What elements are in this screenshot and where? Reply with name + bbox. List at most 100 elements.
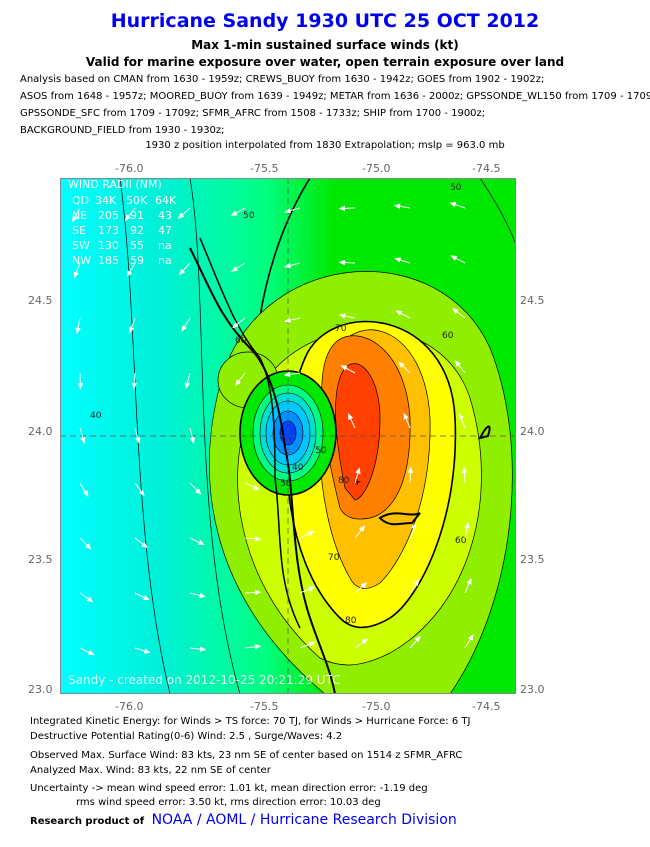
- watermark: Sandy - created on 2012-10-25 20:21:29 U…: [68, 673, 341, 687]
- lat-tick-left: 24.5: [28, 294, 53, 307]
- wind-arrow-head: [458, 412, 464, 420]
- wind-arrow-head: [143, 648, 151, 654]
- wind-arrow-head: [181, 325, 187, 332]
- contour-label: 40: [292, 463, 304, 473]
- wind-arrow-head: [450, 255, 458, 261]
- coastline-andros: [189, 247, 336, 694]
- wind-arrow-head: [284, 262, 291, 269]
- wind-radii-cell: NE: [72, 209, 87, 222]
- wind-radii-cell: 43: [158, 209, 172, 222]
- wind-arrow-head: [195, 488, 202, 495]
- lat-tick-left: 24.0: [28, 425, 53, 438]
- contour-40: [119, 178, 171, 694]
- analysis-line: GPSSONDE_SFC from 1709 - 1709z; SFMR_AFR…: [20, 108, 486, 119]
- wind-radii-cell: 55: [130, 239, 144, 252]
- wind-arrow-head: [464, 521, 470, 529]
- wind-radii-cell: 47: [158, 224, 172, 237]
- lat-tick-left: 23.0: [28, 683, 53, 696]
- hrd-link[interactable]: NOAA / AOML / Hurricane Research Divisio…: [151, 812, 457, 828]
- contour-label: 40: [90, 411, 102, 421]
- analysis-line: BACKGROUND_FIELD from 1930 - 1930z;: [20, 125, 225, 136]
- subtitle-units: Max 1-min sustained surface winds (kt): [191, 38, 459, 52]
- wind-radii-cell: 173: [98, 224, 119, 237]
- contour-label: 70: [335, 324, 347, 334]
- wind-arrow-head: [82, 490, 89, 498]
- lon-tick-top: -75.0: [362, 162, 391, 175]
- footer-prefix: Research product of: [30, 816, 145, 827]
- wind-radii-cell: SE: [72, 224, 86, 237]
- wind-radii-header: 34K: [95, 194, 117, 207]
- wind-arrow-head: [338, 259, 346, 266]
- wind-arrow-head: [338, 313, 346, 319]
- wind-arrow-head: [231, 266, 238, 272]
- wind-arrow-head: [178, 268, 186, 276]
- wind-field-map: + 50 50 60 60 60 70 70 80 40 40 50 50 80…: [60, 178, 516, 694]
- wind-arrow-head: [283, 317, 291, 323]
- wind-arrow-head: [124, 214, 131, 222]
- footer: Research product of NOAA / AOML / Hurric…: [30, 812, 457, 828]
- contour-label: 60: [235, 336, 247, 346]
- coastline-inner: [199, 237, 301, 629]
- wind-radii-header: 50K: [126, 194, 148, 207]
- dpr-text: Destructive Potential Rating(0-6) Wind: …: [30, 731, 343, 742]
- wind-radii-table: WIND RADII (NM) QD 34K 50K 64K NE 205 91…: [68, 178, 177, 267]
- wind-arrow-head: [411, 522, 417, 530]
- wind-arrow-head: [414, 635, 421, 643]
- wind-arrow-head: [466, 577, 472, 585]
- wind-arrow-head: [126, 270, 133, 278]
- wind-arrow-head: [284, 208, 292, 214]
- wind-arrow-head: [135, 436, 141, 444]
- subtitle-exposure: Valid for marine exposure over water, op…: [85, 55, 565, 69]
- wind-arrow-head: [340, 365, 348, 371]
- lat-tick-right: 23.5: [520, 553, 545, 566]
- wind-arrow-head: [189, 437, 196, 444]
- wind-arrow-head: [452, 307, 459, 314]
- analysis-line: Analysis based on CMAN from 1630 - 1959z…: [20, 74, 545, 85]
- lon-tick-bottom: -74.5: [472, 700, 501, 713]
- wind-arrow-head: [361, 638, 369, 645]
- wind-radii-cell: na: [158, 254, 172, 267]
- wind-arrow-head: [398, 361, 405, 368]
- wind-arrow-head: [199, 646, 207, 652]
- wind-arrow-head: [87, 649, 95, 656]
- lon-tick-top: -76.0: [115, 162, 144, 175]
- wind-arrow-head: [359, 525, 366, 532]
- rms-error-text: rms wind speed error: 3.50 kt, rms direc…: [76, 797, 381, 808]
- page-title: Hurricane Sandy 1930 UTC 25 OCT 2012: [110, 10, 540, 32]
- wind-arrow-head: [77, 382, 83, 390]
- wind-arrow-head: [197, 539, 205, 546]
- wind-arrow-head: [307, 531, 315, 537]
- contour-label: 70: [328, 553, 340, 563]
- wind-arrow-head: [254, 589, 262, 596]
- wind-arrow-head: [177, 212, 185, 219]
- contour-45: [189, 178, 241, 694]
- contour-label: 50: [243, 211, 255, 221]
- wind-radii-header: 64K: [155, 194, 177, 207]
- wind-arrow-head: [138, 489, 145, 497]
- wind-radii-cell: 59: [130, 254, 144, 267]
- wind-arrow-head: [407, 466, 414, 474]
- wind-arrow-head: [80, 436, 86, 444]
- wind-arrow-head: [73, 271, 79, 279]
- lat-tick-right: 24.5: [520, 294, 545, 307]
- wind-arrow-head: [395, 310, 403, 316]
- lon-tick-top: -75.5: [250, 162, 279, 175]
- lon-tick-top: -74.5: [472, 162, 501, 175]
- wind-arrow-head: [467, 633, 474, 641]
- wind-arrow-head: [199, 592, 207, 598]
- wind-arrow-head: [449, 202, 457, 208]
- wind-arrow-head: [461, 466, 468, 474]
- wind-arrow-head: [253, 484, 261, 490]
- wind-arrow-head: [403, 412, 409, 420]
- lat-tick-left: 23.5: [28, 553, 53, 566]
- wind-radii-cell: 185: [98, 254, 119, 267]
- wind-arrow-head: [184, 382, 191, 389]
- wind-arrow-head: [75, 327, 81, 335]
- wind-arrow-head: [308, 586, 316, 592]
- wind-radii-cell: SW: [72, 239, 90, 252]
- wind-arrow-head: [454, 360, 461, 367]
- wind-arrow-head: [230, 210, 238, 217]
- lon-tick-bottom: -75.5: [250, 700, 279, 713]
- wind-arrow-head: [394, 257, 402, 263]
- wind-radii-cell: 205: [98, 209, 119, 222]
